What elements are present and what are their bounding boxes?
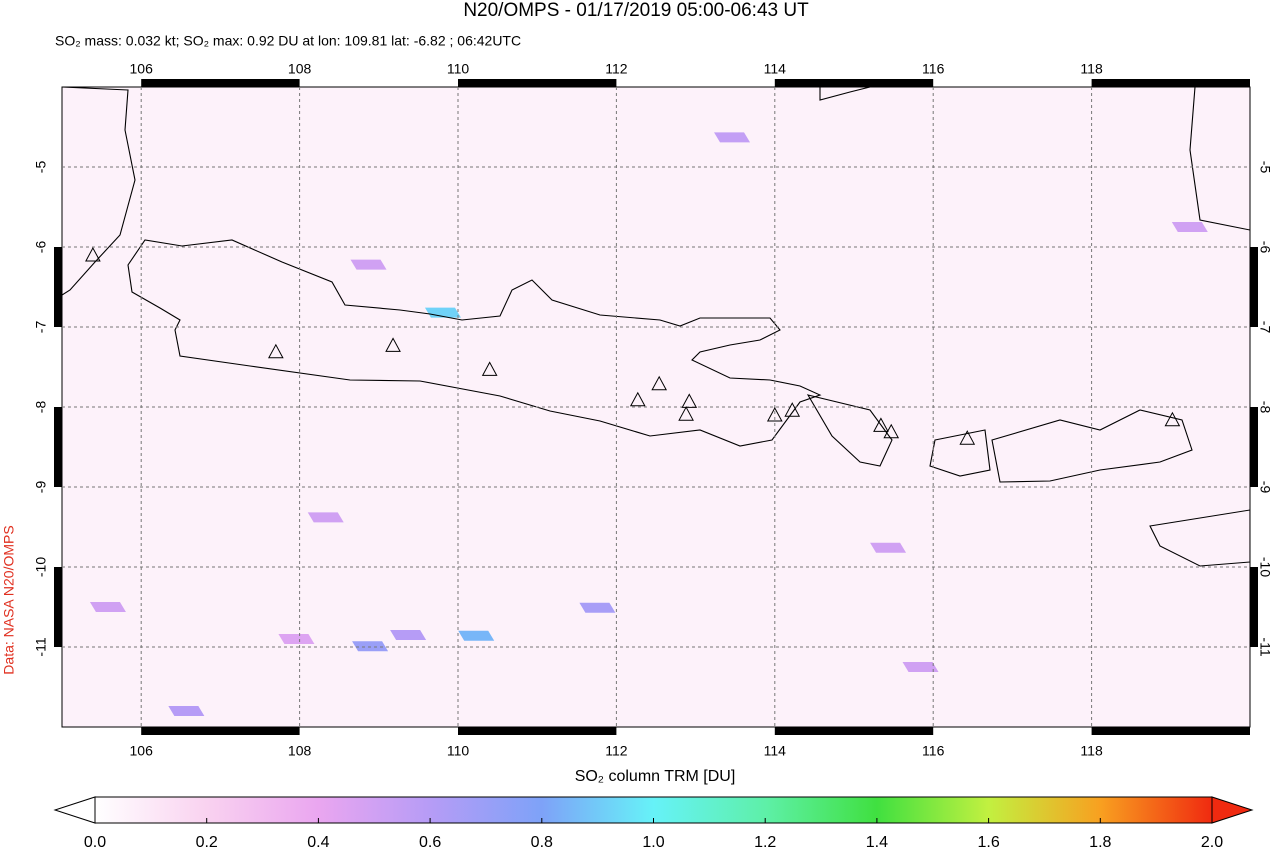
y-tick-label-right: -6	[1257, 241, 1272, 254]
frame-band	[141, 727, 300, 735]
so2-pixel	[458, 630, 495, 641]
colorbar-tick-label: 1.8	[1089, 834, 1111, 851]
x-tick-label-bottom: 106	[130, 743, 154, 759]
colorbar-tick-label: 1.6	[977, 834, 999, 851]
colorbar-high-arrow	[1211, 796, 1254, 824]
colorbar-low-arrow	[53, 796, 96, 824]
volcano	[481, 361, 498, 376]
frame-band	[141, 79, 300, 87]
volcano	[766, 406, 783, 422]
axes: 106 106 108 108 110 110 112 112 114 114 116 116 118 1…	[33, 61, 1272, 759]
frame-band	[1250, 247, 1258, 327]
so2-pixel	[168, 706, 205, 716]
x-tick-label-top: 118	[1080, 61, 1103, 77]
subtitle: SO₂ mass: 0.032 kt; SO₂ max: 0.92 DU at …	[55, 33, 521, 49]
volcano	[681, 393, 698, 408]
colorbar-tick-label: 2.0	[1201, 834, 1223, 851]
frame-band	[1091, 727, 1250, 735]
colorbar-tick-label: 1.2	[754, 834, 776, 851]
x-tick-label-top: 106	[130, 61, 154, 77]
x-tick-label-bottom: 118	[1080, 743, 1103, 759]
colorbar-tick-label: 0.0	[84, 834, 106, 851]
x-tick-label-bottom: 116	[922, 743, 945, 759]
volcano	[1164, 411, 1181, 427]
colorbar-tick-label: 0.2	[196, 834, 218, 851]
so2-pixel	[352, 641, 389, 652]
volcano	[85, 246, 101, 262]
y-tick-label-left: -7	[33, 321, 49, 334]
so2-pixel	[307, 512, 344, 523]
y-tick-label-left: -8	[33, 401, 49, 414]
y-tick-label-right: -9	[1257, 481, 1272, 494]
frame-band	[1091, 79, 1250, 87]
volcano	[959, 430, 976, 445]
y-tick-label-left: -6	[33, 241, 49, 254]
colorbar-ticks: 0.0 0.2 0.4 0.6 0.8 1.0 1.2 1.4 1.6 1.8 2.0	[84, 818, 1223, 851]
so2-pixel	[390, 630, 427, 640]
lombok	[929, 429, 991, 477]
colorbar-tick-label: 0.8	[531, 834, 553, 851]
y-tick-label-left: -9	[33, 481, 49, 494]
y-tick-label-right: -11	[1257, 637, 1272, 656]
x-tick-label-bottom: 110	[447, 743, 470, 759]
volcano	[873, 417, 889, 432]
volcano	[268, 343, 284, 359]
y-tick-label-right: -5	[1257, 161, 1272, 174]
frame-band	[774, 727, 934, 735]
so2-pixel	[902, 662, 939, 672]
so2-pixel	[350, 259, 387, 270]
x-tick-label-top: 108	[288, 61, 312, 77]
borneo	[819, 87, 871, 101]
volcano	[678, 406, 694, 421]
so2-pixel	[278, 634, 315, 644]
x-tick-label-bottom: 112	[605, 743, 628, 759]
sumba	[1149, 509, 1250, 567]
frame-band	[1250, 407, 1258, 487]
volcano	[385, 337, 401, 352]
y-tick-label-left: -11	[33, 637, 49, 656]
frame-band	[774, 79, 934, 87]
x-tick-label-bottom: 108	[288, 743, 312, 759]
x-tick-label-top: 114	[764, 61, 787, 77]
volcano	[883, 423, 900, 439]
colorbar-tick-label: 0.6	[419, 834, 441, 851]
frame-band	[458, 79, 617, 87]
frame-band	[1250, 567, 1258, 647]
y-tick-label-right: -7	[1257, 321, 1272, 334]
volcano	[784, 402, 801, 417]
x-tick-label-bottom: 114	[764, 743, 787, 759]
x-tick-label-top: 116	[922, 61, 945, 77]
y-tick-label-left: -5	[33, 161, 49, 174]
so2-pixel	[1171, 222, 1208, 232]
y-tick-label-left: -10	[33, 557, 49, 577]
volcano	[651, 375, 668, 391]
colorbar-label: SO₂ column TRM [DU]	[575, 768, 736, 785]
y-tick-label-right: -10	[1257, 557, 1272, 577]
bali	[806, 394, 893, 467]
frame-band	[54, 247, 62, 327]
colorbar-tick-label: 1.0	[642, 834, 664, 851]
sulawesi	[1189, 87, 1250, 231]
colorbar-tick-label: 0.4	[307, 834, 329, 851]
x-tick-label-top: 112	[605, 61, 628, 77]
colorbar-tick-label: 1.4	[866, 834, 888, 851]
frame-band	[54, 567, 62, 647]
so2-pixel	[579, 602, 616, 613]
title: N20/OMPS - 01/17/2019 05:00-06:43 UT	[463, 0, 809, 21]
credit: Data: NASA N20/OMPS	[1, 525, 17, 674]
so2-pixel	[89, 602, 126, 612]
so2-pixel	[870, 542, 907, 553]
x-tick-label-top: 110	[447, 61, 470, 77]
frame-band	[458, 727, 617, 735]
sumbawa	[991, 409, 1193, 483]
y-tick-label-right: -8	[1257, 401, 1272, 414]
frame-band	[54, 407, 62, 487]
map-layer	[89, 132, 1208, 716]
sumatra	[62, 87, 136, 296]
so2-pixel	[714, 132, 751, 143]
volcano	[629, 391, 646, 407]
